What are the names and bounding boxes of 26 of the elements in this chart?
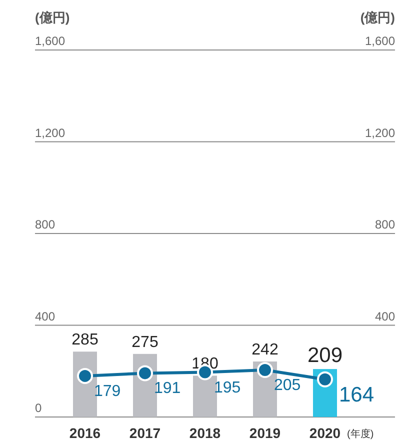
ytick: 1,600 [35,34,66,48]
x-tick-label: 2019 [249,425,281,441]
data-label: 195 [214,379,241,396]
y-axis-title: (億円) [35,10,70,25]
data-label: 191 [154,380,181,398]
ytick: 800 [35,218,56,232]
x-tick-label: 2020 [309,425,341,441]
x-tick-label: 2016 [69,425,101,441]
y2-axis-title: (億円) [360,10,395,25]
data-label: 285 [72,332,98,349]
y2-tick-label: 1,600 [364,34,396,48]
x-axis-title: (年度) [347,428,374,440]
data-label: 242 [252,341,278,358]
ytick: 1,200 [35,126,66,140]
ytick: 0 [35,401,42,415]
y2-tick-label: 1,200 [364,126,396,140]
y2-tick-label: 400 [374,309,396,324]
x-tick-label: 2017 [129,425,161,441]
data-label: 164 [339,383,374,406]
data-label: 205 [274,376,301,394]
y2-tick-label: 800 [374,218,396,232]
data-label: 275 [132,334,158,351]
data-label: 179 [94,382,121,400]
ytick: 400 [35,309,56,324]
x-tick-label: 2018 [189,425,221,441]
data-label: 209 [307,344,343,368]
